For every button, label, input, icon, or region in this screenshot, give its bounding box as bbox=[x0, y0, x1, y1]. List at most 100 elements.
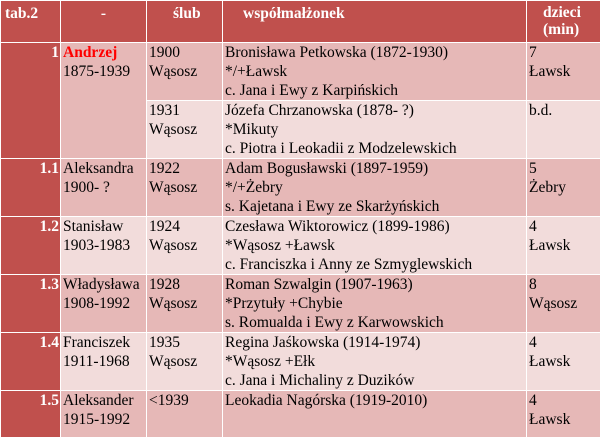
header-slub: ślub bbox=[146, 0, 223, 43]
spouse-cell: Regina Jaśkowska (1914-1974) *Wąsosz +Eł… bbox=[222, 332, 527, 391]
children-cell: b.d. bbox=[526, 100, 600, 159]
marriage-year: 1924 bbox=[149, 218, 180, 235]
children-count: b.d. bbox=[529, 102, 553, 119]
spouse-cell: Bronisława Petkowska (1872-1930) */+Ławs… bbox=[222, 42, 527, 101]
marriage-cell: 1935 Wąsosz bbox=[146, 332, 223, 391]
spouse-parents: c. Jana i Ewy z Karpińskich bbox=[225, 82, 399, 99]
spouse-name: Roman Szwalgin (1907-1963) bbox=[225, 276, 413, 293]
marriage-cell: 1928 Wąsosz bbox=[146, 274, 223, 333]
spouse-birth: *Mikuty bbox=[225, 121, 279, 138]
marriage-place: Wąsosz bbox=[149, 121, 198, 138]
person-name: Franciszek bbox=[63, 334, 131, 351]
person-name: Stanisław bbox=[63, 218, 124, 235]
person-cell: Władysława 1908-1992 bbox=[60, 274, 147, 333]
table-row: 1.2 Stanisław 1903-1983 1924 Wąsosz Czes… bbox=[0, 216, 600, 275]
children-cell: 5 Żebry bbox=[526, 158, 600, 217]
header-spouse: współmałżonek bbox=[222, 0, 527, 43]
header-children-line1: dzieci bbox=[543, 4, 581, 21]
marriage-year: 1931 bbox=[149, 102, 180, 119]
marriage-year: 1935 bbox=[149, 334, 180, 351]
marriage-cell: 1924 Wąsosz bbox=[146, 216, 223, 275]
children-place: Żebry bbox=[529, 179, 567, 196]
spouse-cell: Adam Bogusławski (1897-1959) */+Żebry s.… bbox=[222, 158, 527, 217]
spouse-cell: Roman Szwalgin (1907-1963) *Przytuły +Ch… bbox=[222, 274, 527, 333]
marriage-year: <1939 bbox=[149, 392, 189, 409]
marriage-place: Wąsosz bbox=[149, 237, 198, 254]
marriage-cell: 1931 Wąsosz bbox=[146, 100, 223, 159]
spouse-parents: s. Kajetana i Ewy ze Skarżyńskich bbox=[225, 198, 440, 215]
person-years: 1875-1939 bbox=[63, 63, 131, 80]
header-children: dzieci (min) bbox=[526, 0, 600, 43]
children-count: 4 bbox=[529, 218, 537, 235]
marriage-place: Wąsosz bbox=[149, 179, 198, 196]
spouse-birth: */+Ławsk bbox=[225, 63, 288, 80]
spouse-birth: *Wąsosz +Ełk bbox=[225, 353, 316, 370]
spouse-cell: Leokadia Nagórska (1919-2010) bbox=[222, 390, 527, 438]
table-row: 1.4 Franciszek 1911-1968 1935 Wąsosz Reg… bbox=[0, 332, 600, 391]
header-row: tab.2 - ślub współmałżonek dzieci (min) bbox=[0, 0, 600, 43]
children-count: 4 bbox=[529, 334, 537, 351]
person-years: 1915-1992 bbox=[63, 411, 131, 428]
children-count: 7 bbox=[529, 44, 537, 61]
marriage-place: Wąsosz bbox=[149, 295, 198, 312]
spouse-birth: */+Żebry bbox=[225, 179, 283, 196]
marriage-place: Wąsosz bbox=[149, 353, 198, 370]
children-place: Ławsk bbox=[529, 237, 571, 254]
marriage-cell: 1900 Wąsosz bbox=[146, 42, 223, 101]
marriage-year: 1928 bbox=[149, 276, 180, 293]
spouse-name: Regina Jaśkowska (1914-1974) bbox=[225, 334, 421, 351]
person-years: 1911-1968 bbox=[63, 353, 130, 370]
marriage-year: 1900 bbox=[149, 44, 180, 61]
children-place: Ławsk bbox=[529, 63, 571, 80]
row-number: 1.4 bbox=[0, 332, 61, 391]
person-years: 1908-1992 bbox=[63, 295, 131, 312]
children-cell: 8 Wąsosz bbox=[526, 274, 600, 333]
marriage-cell: <1939 bbox=[146, 390, 223, 438]
spouse-parents: s. Romualda i Ewy z Karwowskich bbox=[225, 314, 444, 331]
row-number: 1.2 bbox=[0, 216, 61, 275]
spouse-cell: Czesława Wiktorowicz (1899-1986) *Wąsosz… bbox=[222, 216, 527, 275]
children-cell: 4 Ławsk bbox=[526, 332, 600, 391]
marriage-cell: 1922 Wąsosz bbox=[146, 158, 223, 217]
spouse-name: Czesława Wiktorowicz (1899-1986) bbox=[225, 218, 450, 235]
marriage-year: 1922 bbox=[149, 160, 180, 177]
person-cell: Stanisław 1903-1983 bbox=[60, 216, 147, 275]
row-number: 1.3 bbox=[0, 274, 61, 333]
spouse-parents: c. Piotra i Leokadii z Modzelewskich bbox=[225, 140, 457, 157]
marriage-place: Wąsosz bbox=[149, 63, 198, 80]
children-place: Wąsosz bbox=[529, 295, 578, 312]
table-row: 1.5 Aleksander 1915-1992 <1939 Leokadia … bbox=[0, 390, 600, 438]
table-row: 1931 Wąsosz Józefa Chrzanowska (1878- ?)… bbox=[1, 100, 600, 159]
table-row: 1.3 Władysława 1908-1992 1928 Wąsosz Rom… bbox=[0, 274, 600, 333]
spouse-parents: c. Jana i Michaliny z Duzików bbox=[225, 372, 415, 389]
person-cell: Andrzej 1875-1939 bbox=[60, 42, 147, 159]
spouse-parents: c. Franciszka i Anny ze Szmyglewskich bbox=[225, 256, 473, 273]
row-number: 1.5 bbox=[0, 390, 61, 438]
person-name: Aleksander bbox=[63, 392, 134, 409]
header-children-line2: (min) bbox=[543, 21, 580, 38]
spouse-name: Adam Bogusławski (1897-1959) bbox=[225, 160, 429, 177]
person-name: Andrzej bbox=[63, 44, 118, 61]
spouse-cell: Józefa Chrzanowska (1878- ?) *Mikuty c. … bbox=[222, 100, 527, 159]
table-row: 1 Andrzej 1875-1939 1900 Wąsosz Bronisła… bbox=[0, 42, 600, 159]
spouse-name: Leokadia Nagórska (1919-2010) bbox=[225, 392, 428, 409]
table-row: 1.1 Aleksandra 1900- ? 1922 Wąsosz Adam … bbox=[0, 158, 600, 217]
row-number: 1.1 bbox=[0, 158, 61, 217]
person-name: Aleksandra bbox=[63, 160, 134, 177]
spouse-birth: *Przytuły +Chybie bbox=[225, 295, 343, 312]
person-years: 1903-1983 bbox=[63, 237, 131, 254]
person-years: 1900- ? bbox=[63, 179, 110, 196]
row-number: 1 bbox=[0, 42, 61, 159]
spouse-name: Bronisława Petkowska (1872-1930) bbox=[225, 44, 448, 61]
person-name: Władysława bbox=[63, 276, 140, 293]
spouse-birth: *Wąsosz +Ławsk bbox=[225, 237, 335, 254]
children-cell: 7 Ławsk bbox=[526, 42, 600, 101]
children-count: 4 bbox=[529, 392, 537, 409]
person-cell: Aleksander 1915-1992 bbox=[60, 390, 147, 438]
children-place: Ławsk bbox=[529, 353, 571, 370]
person-cell: Franciszek 1911-1968 bbox=[60, 332, 147, 391]
children-count: 5 bbox=[529, 160, 537, 177]
children-count: 8 bbox=[529, 276, 537, 293]
children-cell: 4 Ławsk bbox=[526, 216, 600, 275]
